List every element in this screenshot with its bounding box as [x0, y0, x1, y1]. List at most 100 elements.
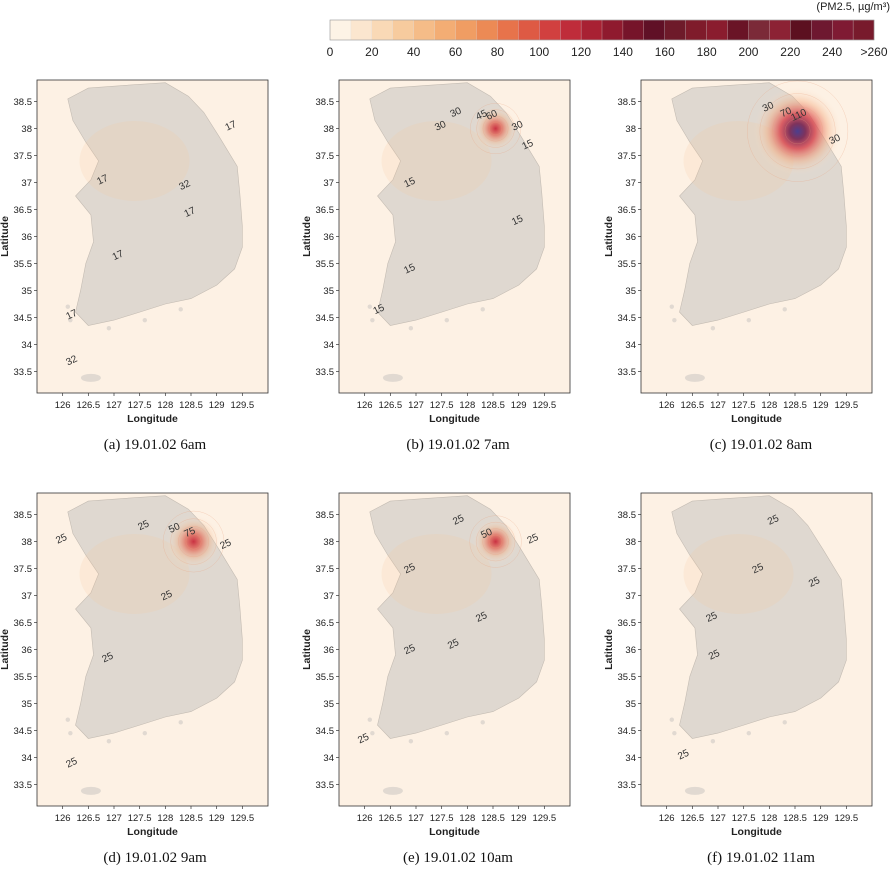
x-axis-title: Longitude [731, 413, 782, 425]
panel-e: 25 50 25 25 25 25 25 25 126 126.5 127 127.5 128 128.5… [301, 492, 571, 838]
caption-e: (e) 19.01.02 10am [403, 850, 513, 866]
y-axis-title: Latitude [603, 629, 615, 670]
x-tick-label: 128 [157, 813, 173, 824]
y-tick-label: 37 [625, 591, 636, 602]
x-tick-label: 128 [761, 400, 777, 411]
contour-label: 32 [65, 354, 80, 369]
contour-label: 25 [474, 610, 489, 625]
contour-label: 25 [751, 561, 766, 576]
contour-label: 50 [479, 526, 494, 541]
contour-ring [469, 515, 522, 568]
y-tick-label: 34 [21, 340, 32, 351]
colorbar-bin [455, 19, 477, 41]
island [782, 720, 787, 725]
contour-label: 60 [485, 108, 500, 123]
x-tick-label: 128.5 [481, 813, 505, 824]
x-tick-label: 127 [710, 813, 726, 824]
y-tick-label: 33.5 [14, 780, 33, 791]
x-tick-label: 128.5 [783, 400, 807, 411]
colorbar-bin [350, 19, 373, 41]
island [669, 717, 674, 722]
colorbar-bin [811, 19, 833, 41]
island [746, 730, 751, 736]
colorbar-bin [769, 19, 791, 41]
contour-label: 30 [433, 119, 448, 134]
x-tick-label: 126 [357, 400, 373, 411]
y-tick-label: 36.5 [14, 618, 33, 629]
y-tick-label: 38 [21, 124, 32, 135]
contour-ring [772, 105, 823, 157]
colorbar-bin [601, 19, 624, 41]
y-tick-label: 37.5 [618, 151, 637, 162]
contour-label: 70 [779, 105, 794, 120]
y-tick-label: 37 [323, 591, 334, 602]
island [178, 307, 183, 312]
island [142, 317, 147, 323]
x-tick-label: 126 [55, 400, 71, 411]
colorbar-bin [518, 19, 540, 41]
island [367, 304, 372, 309]
colorbar-frame [329, 19, 875, 41]
x-tick-label: 129.5 [230, 813, 254, 824]
contour-ring [747, 80, 849, 182]
y-tick-label: 34 [323, 753, 334, 764]
contour-label: 25 [402, 561, 417, 576]
x-tick-label: 127.5 [732, 813, 756, 824]
jeju-island [382, 786, 403, 795]
colorbar-bin [748, 19, 770, 41]
y-tick-label: 34.5 [316, 313, 335, 324]
y-tick-label: 34.5 [316, 726, 335, 737]
x-tick-label: 128 [761, 813, 777, 824]
y-tick-label: 36 [21, 645, 32, 656]
island [480, 720, 485, 725]
island [782, 307, 787, 312]
jeju-island [684, 786, 705, 795]
island [178, 720, 183, 725]
x-tick-label: 128.5 [179, 400, 203, 411]
jeju-island [382, 373, 403, 382]
jeju-island [684, 373, 705, 382]
y-tick-label: 37 [323, 178, 334, 189]
y-tick-label: 37.5 [618, 564, 637, 575]
x-tick-label: 128 [459, 813, 475, 824]
contour-label: 15 [520, 138, 535, 153]
y-tick-label: 33.5 [14, 367, 33, 378]
colorbar-tick-label: >260 [860, 45, 887, 59]
contour-label: 15 [402, 262, 417, 277]
colorbar-bin [392, 19, 415, 41]
y-tick-label: 33.5 [316, 780, 335, 791]
y-tick-label: 36.5 [618, 618, 637, 629]
x-tick-label: 129 [511, 400, 527, 411]
island [367, 717, 372, 722]
y-tick-label: 35 [21, 286, 32, 297]
contour-label: 25 [526, 532, 541, 547]
caption-b: (b) 19.01.02 7am [406, 437, 510, 453]
y-tick-label: 37.5 [316, 151, 335, 162]
jeju-island [80, 373, 101, 382]
x-axis-title: Longitude [429, 413, 480, 425]
contour-label: 30 [828, 132, 843, 147]
pm25-hotspot [753, 87, 842, 176]
contour-label: 25 [676, 748, 691, 763]
y-tick-label: 33.5 [316, 367, 335, 378]
colorbar-bin [727, 19, 749, 41]
contour-label: 50 [167, 521, 182, 536]
contour-ring [178, 526, 210, 558]
y-tick-label: 35 [625, 286, 636, 297]
colorbar-bin [832, 19, 854, 41]
y-axis-title: Latitude [301, 216, 313, 257]
y-tick-label: 35 [21, 699, 32, 710]
x-tick-label: 128 [157, 400, 173, 411]
panel-a: 17 17 32 17 17 17 32 126 126.5 127 127.5 128 128.5 12… [0, 79, 269, 425]
y-tick-label: 38 [323, 124, 334, 135]
y-axis-title: Latitude [0, 216, 11, 257]
pm25-hotspot [472, 518, 519, 565]
y-tick-label: 38.5 [316, 97, 335, 108]
x-tick-label: 127.5 [128, 813, 152, 824]
haze-area [381, 533, 492, 614]
colorbar-tick-label: 180 [697, 45, 717, 59]
y-tick-label: 35.5 [618, 259, 637, 270]
contour-ring [488, 534, 503, 549]
pm25-hotspot [166, 514, 221, 569]
